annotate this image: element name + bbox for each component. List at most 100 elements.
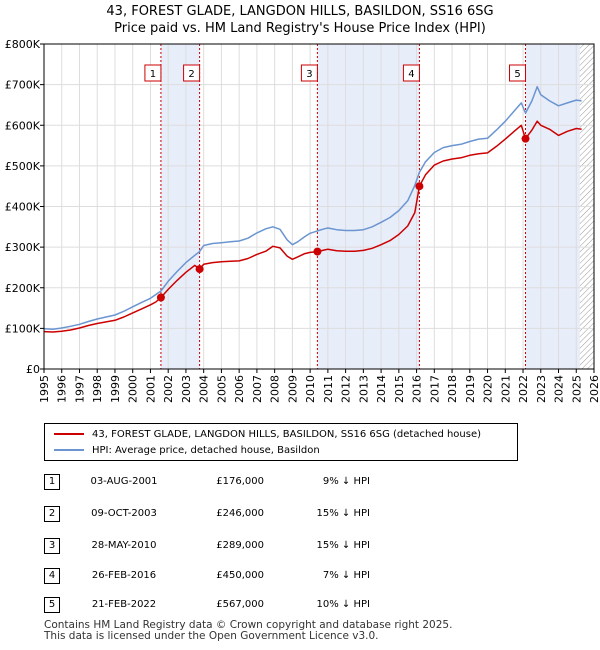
x-tick-label: 2023 bbox=[535, 375, 548, 403]
footer-line-2: This data is licensed under the Open Gov… bbox=[44, 630, 379, 642]
x-tick-label: 2018 bbox=[446, 375, 459, 403]
sale-point bbox=[195, 265, 204, 274]
x-tick-label: 2017 bbox=[428, 375, 441, 403]
sale-label: 4 bbox=[402, 64, 420, 82]
legend-item-hpi: HPI: Average price, detached house, Basi… bbox=[54, 444, 320, 458]
title-line-2: Price paid vs. HM Land Registry's House … bbox=[114, 21, 486, 36]
transaction-hpi: 7% ↓ HPI bbox=[322, 570, 370, 581]
transaction-number: 4 bbox=[44, 568, 60, 584]
x-tick-label: 2003 bbox=[180, 375, 193, 403]
x-tick-label: 2010 bbox=[304, 375, 317, 403]
y-tick-label: £500K bbox=[5, 160, 41, 173]
y-axis-ticks: £0 £100K £200K £300K £400K £500K £600K £700K £80… bbox=[5, 38, 44, 376]
x-tick-label: 2025 bbox=[570, 375, 583, 403]
transaction-date: 03-AUG-2001 bbox=[90, 476, 158, 487]
x-tick-label: 2013 bbox=[357, 375, 370, 403]
transaction-row: 5 21-FEB-2022 £567,000 10% ↓ HPI bbox=[44, 597, 444, 613]
sale-label-box bbox=[509, 64, 527, 82]
x-tick-label: 2024 bbox=[553, 375, 566, 403]
transaction-date: 21-FEB-2022 bbox=[91, 599, 157, 610]
legend-swatch-property bbox=[54, 433, 84, 435]
footer-attribution: Contains HM Land Registry data © Crown c… bbox=[44, 620, 452, 642]
transaction-row: 4 26-FEB-2016 £450,000 7% ↓ HPI bbox=[44, 568, 444, 584]
x-tick-label: 2022 bbox=[517, 375, 530, 403]
x-tick-label: 1999 bbox=[109, 375, 122, 403]
sale-point bbox=[156, 293, 165, 302]
sale-label: 3 bbox=[300, 64, 318, 82]
property-price-line bbox=[44, 120, 582, 333]
sale-label-box bbox=[144, 64, 162, 82]
y-tick-label: £700K bbox=[5, 79, 41, 92]
transaction-price: £289,000 bbox=[216, 540, 264, 551]
sale-label-text: 3 bbox=[306, 69, 312, 80]
x-tick-label: 1997 bbox=[73, 375, 86, 403]
x-tick-label: 1998 bbox=[91, 375, 104, 403]
legend: 43, FOREST GLADE, LANGDON HILLS, BASILDO… bbox=[44, 423, 518, 461]
transaction-hpi: 15% ↓ HPI bbox=[316, 540, 370, 551]
sale-label-text: 5 bbox=[514, 69, 520, 80]
sale-label: 2 bbox=[183, 64, 201, 82]
footer-line-1: Contains HM Land Registry data © Crown c… bbox=[44, 619, 453, 631]
transaction-date: 28-MAY-2010 bbox=[91, 540, 157, 551]
transaction-price: £450,000 bbox=[216, 570, 264, 581]
sale-label: 1 bbox=[144, 64, 162, 82]
x-tick-label: 2008 bbox=[269, 375, 282, 403]
x-tick-label: 1996 bbox=[56, 375, 69, 403]
transaction-price: £567,000 bbox=[216, 599, 264, 610]
sale-points bbox=[156, 134, 530, 302]
chart-title: 43, FOREST GLADE, LANGDON HILLS, BASILDO… bbox=[0, 3, 600, 37]
y-tick-label: £800K bbox=[5, 38, 41, 51]
transaction-row: 1 03-AUG-2001 £176,000 9% ↓ HPI bbox=[44, 474, 444, 490]
transaction-number: 3 bbox=[44, 538, 60, 554]
sale-label-text: 2 bbox=[188, 69, 194, 80]
sale-point bbox=[415, 182, 424, 191]
legend-swatch-hpi bbox=[54, 449, 84, 451]
sale-label-box bbox=[402, 64, 420, 82]
y-tick-label: £0 bbox=[26, 363, 40, 376]
y-tick-label: £600K bbox=[5, 119, 41, 132]
x-tick-label: 2007 bbox=[251, 375, 264, 403]
sale-labels: 1 2 3 4 5 bbox=[144, 64, 527, 82]
sale-point bbox=[313, 247, 322, 256]
x-tick-label: 2001 bbox=[144, 375, 157, 403]
transaction-hpi: 15% ↓ HPI bbox=[316, 508, 370, 519]
sale-label-text: 1 bbox=[150, 69, 156, 80]
hpi-line bbox=[44, 85, 582, 330]
x-tick-label: 2026 bbox=[588, 375, 600, 403]
transaction-hpi: 9% ↓ HPI bbox=[322, 476, 370, 487]
legend-item-property: 43, FOREST GLADE, LANGDON HILLS, BASILDO… bbox=[54, 428, 481, 442]
x-tick-label: 2009 bbox=[286, 375, 299, 403]
x-tick-label: 2002 bbox=[162, 375, 175, 403]
sale-point bbox=[521, 134, 530, 143]
x-axis-ticks: 1995 1996 1997 1998 1999 2000 2001 2002 2003 2004… bbox=[38, 369, 600, 403]
legend-label-property: 43, FOREST GLADE, LANGDON HILLS, BASILDO… bbox=[92, 429, 482, 440]
transaction-number: 1 bbox=[44, 474, 60, 490]
transaction-price: £176,000 bbox=[216, 476, 264, 487]
transaction-date: 09-OCT-2003 bbox=[91, 508, 157, 519]
transaction-row: 2 09-OCT-2003 £246,000 15% ↓ HPI bbox=[44, 506, 444, 522]
y-tick-label: £100K bbox=[5, 322, 41, 335]
y-tick-label: £400K bbox=[5, 201, 41, 214]
x-tick-label: 2006 bbox=[233, 375, 246, 403]
x-tick-label: 2015 bbox=[393, 375, 406, 403]
y-tick-label: £300K bbox=[5, 241, 41, 254]
x-tick-label: 2004 bbox=[198, 375, 211, 403]
sale-label-text: 4 bbox=[408, 69, 414, 80]
sale-label-box bbox=[300, 64, 318, 82]
transaction-price: £246,000 bbox=[216, 508, 264, 519]
x-tick-label: 1995 bbox=[38, 375, 51, 403]
x-tick-label: 2011 bbox=[322, 375, 335, 403]
x-tick-label: 2019 bbox=[464, 375, 477, 403]
sale-label: 5 bbox=[509, 64, 527, 82]
x-tick-label: 2014 bbox=[375, 375, 388, 403]
transaction-number: 5 bbox=[44, 597, 60, 613]
y-tick-label: £200K bbox=[5, 282, 41, 295]
x-tick-label: 2020 bbox=[482, 375, 495, 403]
x-tick-label: 2016 bbox=[411, 375, 424, 403]
transaction-number: 2 bbox=[44, 506, 60, 522]
title-line-1: 43, FOREST GLADE, LANGDON HILLS, BASILDO… bbox=[106, 4, 494, 19]
series-lines bbox=[44, 85, 582, 333]
x-tick-label: 2000 bbox=[127, 375, 140, 403]
sale-label-box bbox=[183, 64, 201, 82]
legend-label-hpi: HPI: Average price, detached house, Basi… bbox=[92, 445, 320, 456]
